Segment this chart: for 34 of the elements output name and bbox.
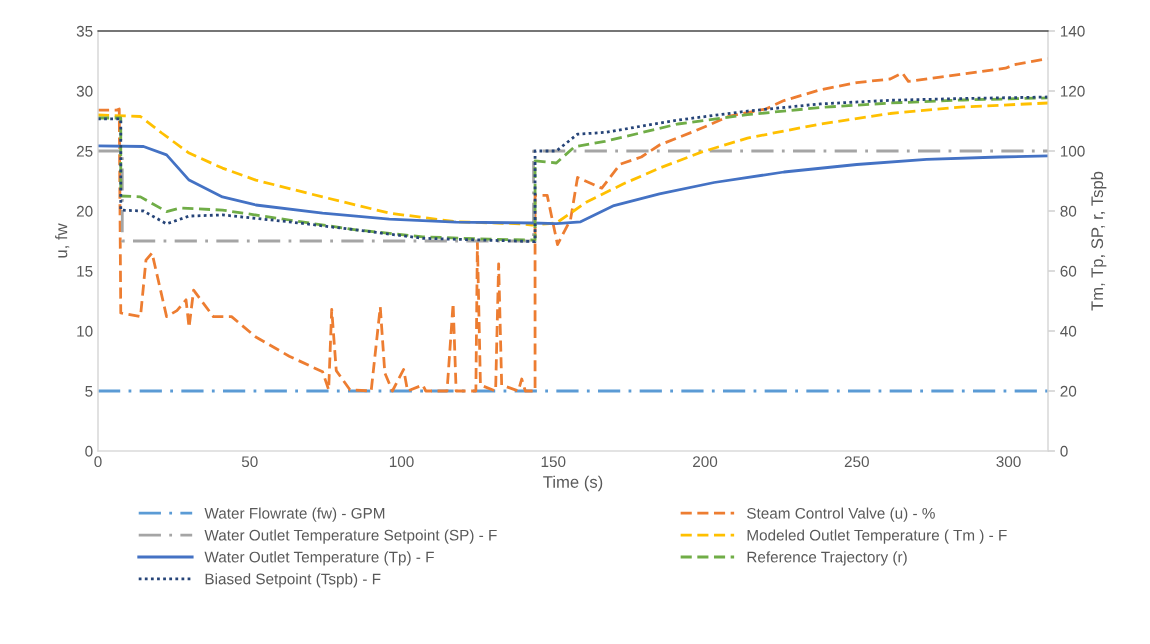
y-tick-label: 25 [76, 145, 93, 157]
legend-label: Water Outlet Temperature Setpoint (SP) - F [204, 529, 497, 544]
x-tick-label: 200 [693, 456, 718, 468]
legend-label: Reference Trajectory (r) [747, 551, 907, 566]
y2-tick-label: 100 [1060, 145, 1085, 157]
legend-label: Water Flowrate (fw) - GPM [204, 507, 385, 522]
y2-tick-label: 80 [1060, 205, 1077, 217]
legend-label: Modeled Outlet Temperature ( Tm ) - F [747, 529, 1007, 544]
x-tick-label: 50 [241, 456, 258, 468]
y-tick-label: 30 [76, 85, 93, 97]
y2-tick-label: 60 [1060, 265, 1077, 277]
x-tick-label: 300 [996, 456, 1021, 468]
x-tick-label: 150 [541, 456, 566, 468]
line-series [98, 144, 1048, 225]
y-tick-label: 10 [77, 325, 93, 337]
y-axis-title: u, fw [55, 223, 70, 258]
y2-tick-label: 0 [1060, 445, 1068, 457]
y2-tick-label: 40 [1060, 325, 1077, 337]
legend-label: Steam Control Valve (u) - % [747, 507, 935, 522]
y-tick-label: 5 [85, 386, 93, 397]
y-tick-label: 20 [76, 205, 93, 217]
y2-tick-label: 20 [1060, 385, 1077, 397]
y2-tick-label: 120 [1060, 85, 1085, 97]
x-tick-label: 100 [389, 456, 414, 468]
x-tick-label: 250 [844, 456, 869, 468]
y-tick-label: 35 [76, 25, 93, 37]
legend-label: Biased Setpoint (Tspb) - F [205, 573, 381, 588]
y2-tick-label: 140 [1060, 25, 1085, 37]
y2-axis-title: Tm, Tp, SP, r, Tspb [1090, 171, 1107, 311]
legend-label: Water Outlet Temperature (Tp) - F [204, 551, 434, 566]
y-tick-label: 15 [77, 266, 93, 277]
x-axis-title: Time (s) [543, 475, 603, 492]
x-tick-label: 0 [94, 456, 102, 468]
y-tick-label: 0 [85, 445, 93, 457]
